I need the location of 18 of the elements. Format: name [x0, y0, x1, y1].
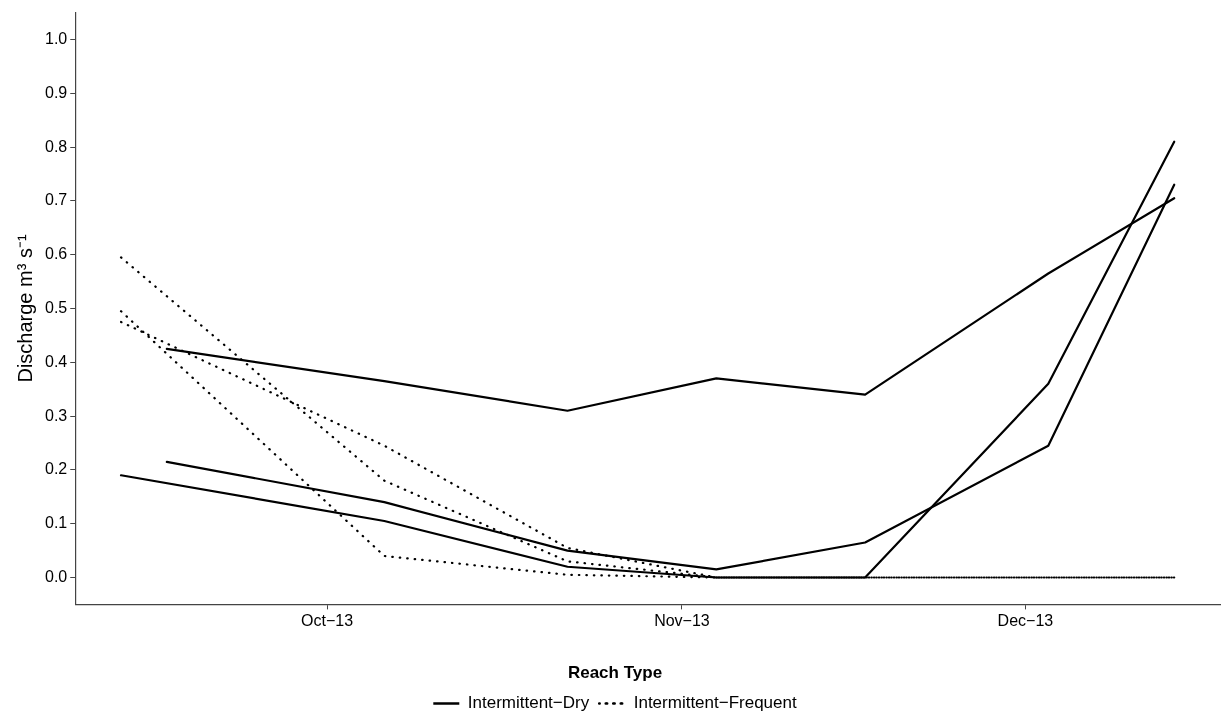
y-tick-label: 0.7: [44, 191, 68, 209]
y-tick-label: 0.3: [44, 406, 68, 424]
x-tick-label: Oct−13: [301, 612, 354, 630]
y-tick-label: 0.4: [44, 352, 68, 370]
legend-label: Intermittent−Frequent: [633, 693, 797, 713]
y-tick-label: 0.6: [44, 245, 68, 263]
y-tick-label: 0.8: [44, 137, 68, 155]
y-tick-label: 0.1: [44, 514, 68, 532]
legend-label: Intermittent−Dry: [467, 693, 590, 713]
y-tick-label: 0.0: [44, 567, 68, 585]
y-tick-label: 0.5: [44, 298, 68, 316]
x-tick-label: Dec−13: [997, 612, 1054, 630]
y-tick-label: 0.2: [44, 460, 68, 478]
y-tick-label: 1.0: [44, 29, 68, 47]
y-axis-title: Discharge m³ s⁻¹: [13, 234, 36, 383]
y-tick-label: 0.9: [44, 83, 68, 101]
x-tick-label: Nov−13: [654, 612, 710, 630]
legend-title: Reach Type: [567, 662, 663, 682]
